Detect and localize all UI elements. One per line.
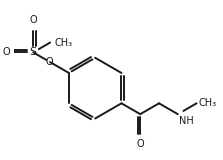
Text: NH: NH bbox=[179, 116, 194, 126]
Text: S: S bbox=[30, 47, 37, 57]
Text: O: O bbox=[136, 139, 144, 149]
Text: CH₃: CH₃ bbox=[199, 98, 217, 108]
Text: O: O bbox=[29, 15, 37, 25]
Text: CH₃: CH₃ bbox=[54, 38, 72, 48]
Text: O: O bbox=[46, 57, 53, 67]
Text: O: O bbox=[2, 47, 10, 57]
